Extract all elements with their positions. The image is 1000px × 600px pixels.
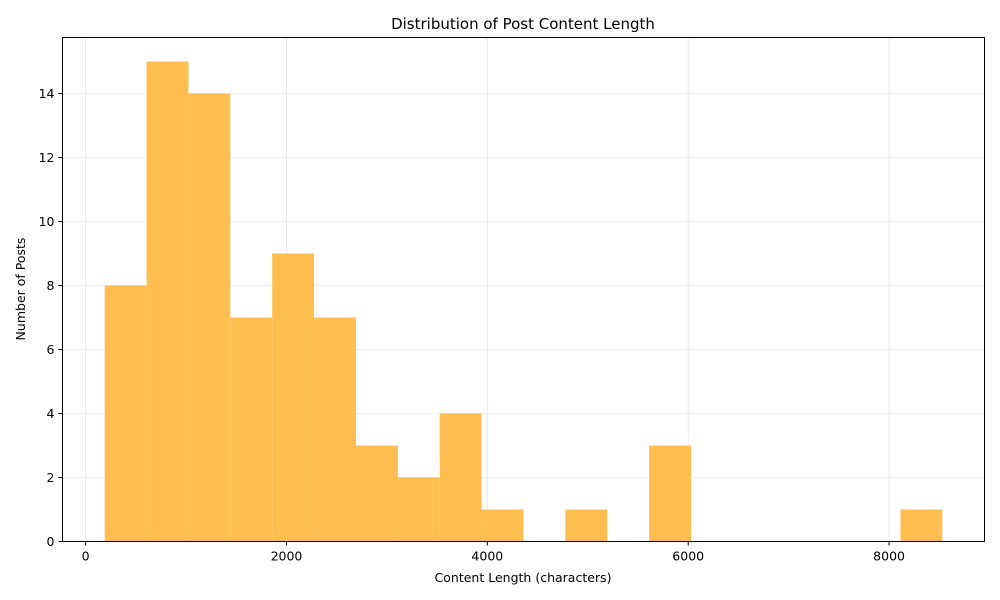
y-tick-label: 6 bbox=[47, 342, 55, 357]
histogram-bar bbox=[104, 285, 147, 542]
y-tick-label: 12 bbox=[39, 150, 55, 165]
x-tick-label: 4000 bbox=[471, 549, 503, 564]
x-tick-label: 8000 bbox=[873, 549, 905, 564]
plot-frame bbox=[62, 37, 985, 542]
histogram-bar bbox=[146, 61, 189, 542]
y-tick-label: 14 bbox=[39, 86, 55, 101]
histogram-bar bbox=[900, 509, 943, 542]
x-tick-label: 0 bbox=[82, 549, 90, 564]
histogram-bar bbox=[397, 477, 440, 542]
y-tick-label: 4 bbox=[47, 406, 55, 421]
y-tick-label: 2 bbox=[47, 470, 55, 485]
axis-ticks: 0 2000 4000 6000 8000 0 2 4 6 8 10 12 14 bbox=[39, 86, 905, 564]
histogram-bar bbox=[355, 445, 398, 542]
histogram-bar bbox=[565, 509, 608, 542]
histogram-bar bbox=[481, 509, 524, 542]
histogram-bar bbox=[230, 317, 273, 542]
histogram-bar bbox=[314, 317, 356, 542]
y-tick-label: 0 bbox=[47, 534, 55, 549]
histogram-bar bbox=[272, 253, 315, 542]
histogram-bar bbox=[439, 413, 482, 542]
x-tick-label: 6000 bbox=[672, 549, 704, 564]
y-tick-label: 10 bbox=[39, 214, 55, 229]
y-axis-label: Number of Posts bbox=[13, 238, 28, 341]
y-tick-label: 8 bbox=[47, 278, 55, 293]
x-axis-label: Content Length (characters) bbox=[435, 570, 612, 585]
histogram-bars bbox=[104, 61, 943, 542]
histogram-bar bbox=[188, 93, 231, 542]
x-tick-label: 2000 bbox=[271, 549, 303, 564]
chart-title: Distribution of Post Content Length bbox=[391, 15, 655, 33]
histogram-bar bbox=[649, 445, 692, 542]
